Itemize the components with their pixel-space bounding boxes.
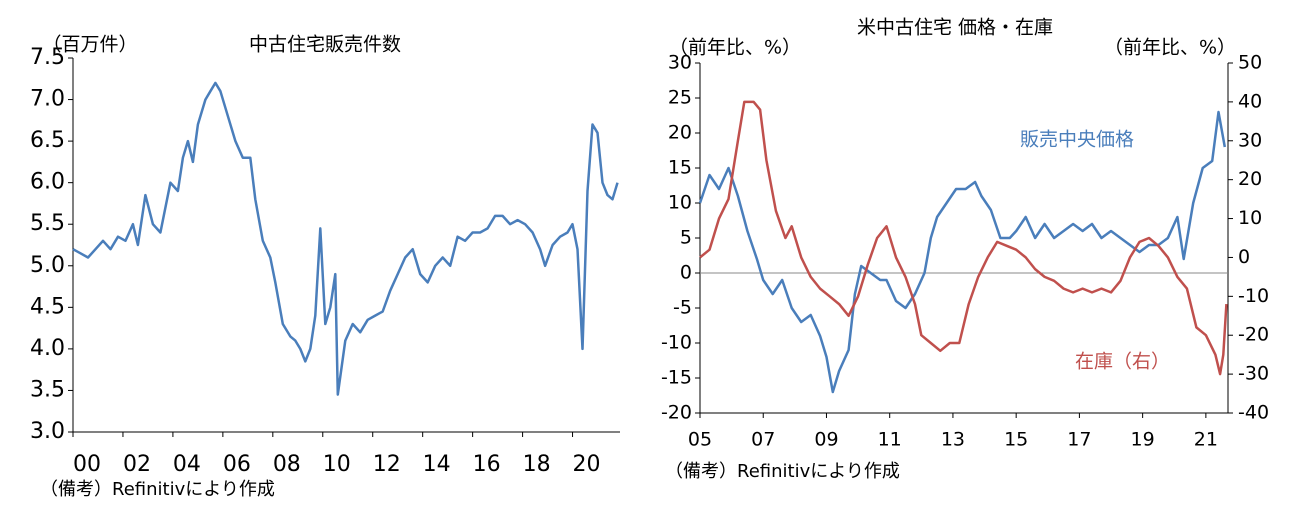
y-tick-label: 4.0 xyxy=(30,336,65,361)
y-tick-label: -20 xyxy=(661,402,692,424)
y2-tick-label: 0 xyxy=(1238,246,1250,268)
x-tick-label: 06 xyxy=(223,452,251,477)
y-tick-label: 7.0 xyxy=(30,87,65,112)
x-tick-label: 17 xyxy=(1067,429,1091,451)
y-tick-label: 30 xyxy=(668,52,692,74)
y-tick-label: 15 xyxy=(668,157,692,179)
y2-tick-label: -30 xyxy=(1238,363,1269,385)
series-line xyxy=(699,100,1228,376)
series-line xyxy=(72,81,619,396)
y2-tick-label: -20 xyxy=(1238,324,1269,346)
y-tick-label: 5.0 xyxy=(30,253,65,278)
y-tick-label: -5 xyxy=(673,297,692,319)
x-tick-label: 19 xyxy=(1131,429,1155,451)
x-tick-label: 11 xyxy=(878,429,902,451)
x-tick-label: 16 xyxy=(473,452,501,477)
x-tick-label: 13 xyxy=(941,429,965,451)
x-tick-label: 10 xyxy=(323,452,351,477)
y2-axis-label: （前年比、%） xyxy=(1104,37,1236,59)
x-tick-label: 15 xyxy=(1004,429,1028,451)
series-line xyxy=(698,110,1227,394)
y-tick-label: 10 xyxy=(668,192,692,214)
note: （備考）Refinitivにより作成 xyxy=(665,461,900,482)
chart-title: 米中古住宅 価格・在庫 xyxy=(857,17,1053,39)
x-tick-label: 07 xyxy=(751,429,775,451)
y-axis-label: （百万件） xyxy=(42,34,137,56)
chart-title: 中古住宅販売件数 xyxy=(249,34,401,56)
y2-tick-label: 20 xyxy=(1238,168,1262,190)
y-tick-label: 5 xyxy=(680,227,692,249)
y-tick-label: 20 xyxy=(668,122,692,144)
y-tick-label: 4.5 xyxy=(30,294,65,319)
x-tick-label: 21 xyxy=(1194,429,1218,451)
y2-tick-label: -10 xyxy=(1238,285,1269,307)
y-tick-label: -15 xyxy=(661,367,692,389)
y2-tick-label: 40 xyxy=(1238,90,1262,112)
y-tick-label: 3.5 xyxy=(30,377,65,402)
x-tick-label: 09 xyxy=(814,429,838,451)
y-tick-label: -10 xyxy=(661,332,692,354)
y-axis-label: （前年比、%） xyxy=(669,37,801,59)
y-tick-label: 0 xyxy=(680,262,692,284)
series-label: 販売中央価格 xyxy=(1020,129,1134,151)
y-tick-label: 6.0 xyxy=(30,170,65,195)
y-tick-label: 7.5 xyxy=(30,45,65,70)
x-tick-label: 08 xyxy=(273,452,301,477)
x-tick-label: 02 xyxy=(123,452,151,477)
y-tick-label: 3.0 xyxy=(30,419,65,444)
y-tick-label: 5.5 xyxy=(30,211,65,236)
y2-tick-label: 30 xyxy=(1238,129,1262,151)
note: （備考）Refinitivにより作成 xyxy=(40,479,275,500)
x-tick-label: 12 xyxy=(373,452,401,477)
x-tick-label: 14 xyxy=(423,452,451,477)
y2-tick-label: 50 xyxy=(1238,52,1262,74)
x-tick-label: 04 xyxy=(173,452,201,477)
y2-tick-label: -40 xyxy=(1238,402,1269,424)
x-tick-label: 20 xyxy=(573,452,601,477)
series-label: 在庫（右） xyxy=(1075,351,1170,373)
y-tick-label: 25 xyxy=(668,87,692,109)
y2-tick-label: 10 xyxy=(1238,207,1262,229)
x-tick-label: 05 xyxy=(688,429,712,451)
x-tick-label: 18 xyxy=(523,452,551,477)
x-tick-label: 00 xyxy=(73,452,101,477)
y-tick-label: 6.5 xyxy=(30,128,65,153)
